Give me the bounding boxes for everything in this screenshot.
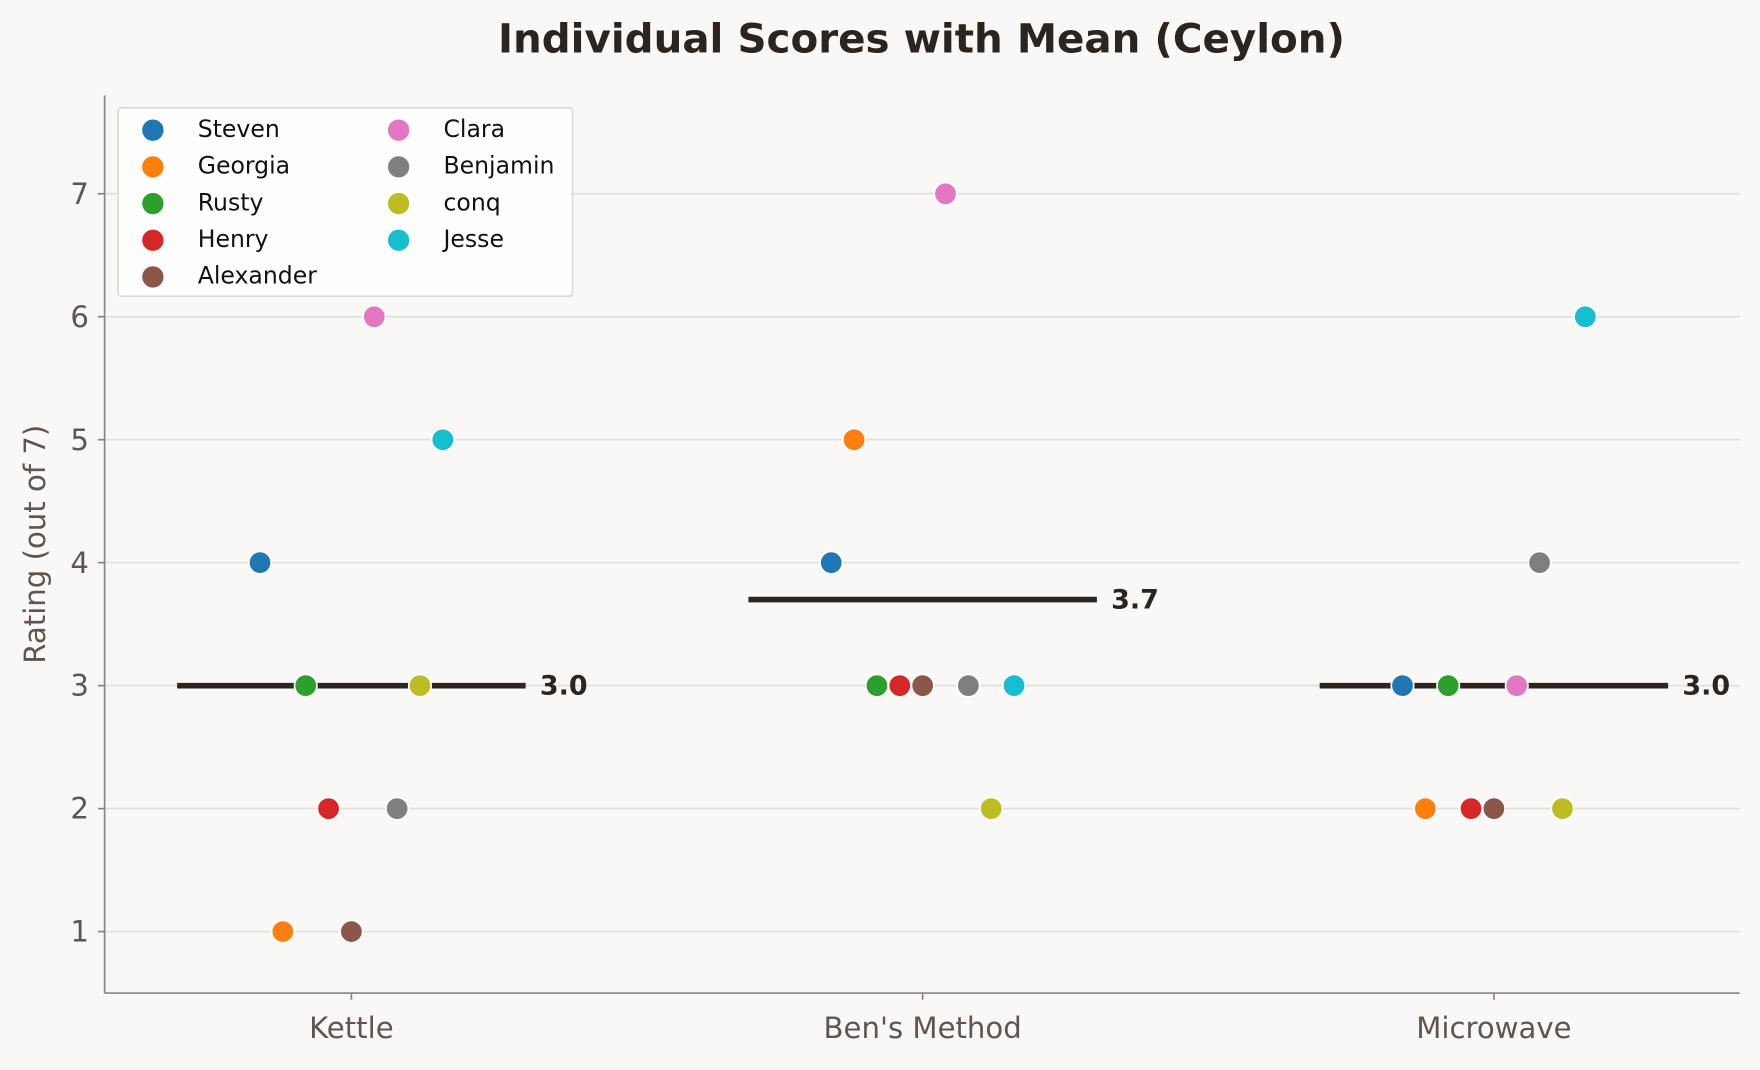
data-point-clara: [933, 181, 958, 206]
mean-label: 3.7: [1111, 585, 1159, 616]
data-point-jesse: [1573, 304, 1598, 329]
data-point-alexander: [339, 919, 364, 944]
y-tick-label: 7: [70, 177, 89, 211]
legend-marker: [386, 155, 411, 179]
data-point-henry: [1458, 796, 1484, 821]
y-tick-label: 6: [70, 300, 89, 334]
y-tick-label: 2: [70, 792, 89, 826]
mean-label: 3.0: [540, 671, 588, 702]
legend-label: Benjamin: [444, 152, 555, 180]
legend-marker: [141, 155, 165, 179]
data-point-georgia: [270, 919, 295, 944]
data-point-clara: [1504, 673, 1529, 698]
data-point-georgia: [842, 427, 867, 452]
data-point-alexander: [1481, 796, 1506, 821]
legend-label: Steven: [198, 115, 280, 143]
data-point-jesse: [1001, 673, 1027, 698]
data-point-henry: [887, 673, 912, 698]
data-point-alexander: [910, 673, 935, 698]
data-point-jesse: [430, 427, 455, 452]
data-point-georgia: [1413, 796, 1438, 821]
legend-label: Henry: [198, 225, 269, 253]
data-point-clara: [362, 304, 387, 329]
legend-marker: [141, 191, 165, 216]
y-tick-label: 4: [70, 546, 89, 580]
legend-marker: [141, 265, 165, 289]
data-point-benjamin: [1527, 550, 1552, 575]
data-point-steven: [1390, 673, 1415, 698]
data-point-benjamin: [956, 673, 981, 698]
legend-label: Georgia: [198, 152, 290, 180]
legend-marker: [386, 191, 411, 216]
y-tick-label: 5: [70, 423, 89, 457]
y-axis-label: Rating (out of 7): [18, 425, 52, 664]
chart-title: Individual Scores with Mean (Ceylon): [498, 16, 1345, 63]
data-point-henry: [316, 796, 341, 821]
y-tick-label: 1: [70, 915, 89, 949]
x-tick-label: Microwave: [1416, 1011, 1571, 1045]
legend-label: conq: [444, 188, 501, 216]
mean-label: 3.0: [1682, 671, 1730, 702]
data-point-rusty: [864, 673, 890, 698]
data-point-conq: [407, 673, 433, 698]
legend-marker: [386, 118, 411, 142]
legend-label: Alexander: [198, 262, 317, 290]
x-tick-label: Kettle: [309, 1011, 394, 1045]
data-point-steven: [819, 550, 844, 575]
legend-marker: [386, 228, 411, 253]
data-point-benjamin: [385, 796, 410, 821]
data-point-rusty: [1436, 673, 1461, 698]
data-point-conq: [1550, 796, 1575, 821]
legend-label: Jesse: [442, 225, 504, 253]
data-point-steven: [247, 550, 273, 575]
legend-marker: [141, 118, 165, 142]
legend-box: [117, 106, 574, 298]
y-tick-label: 3: [70, 669, 89, 703]
x-tick-label: Ben's Method: [824, 1011, 1022, 1045]
legend-label: Rusty: [198, 188, 264, 216]
legend-marker: [141, 228, 165, 253]
legend-label: Clara: [444, 115, 506, 143]
data-point-rusty: [293, 673, 318, 698]
data-point-conq: [979, 796, 1004, 821]
